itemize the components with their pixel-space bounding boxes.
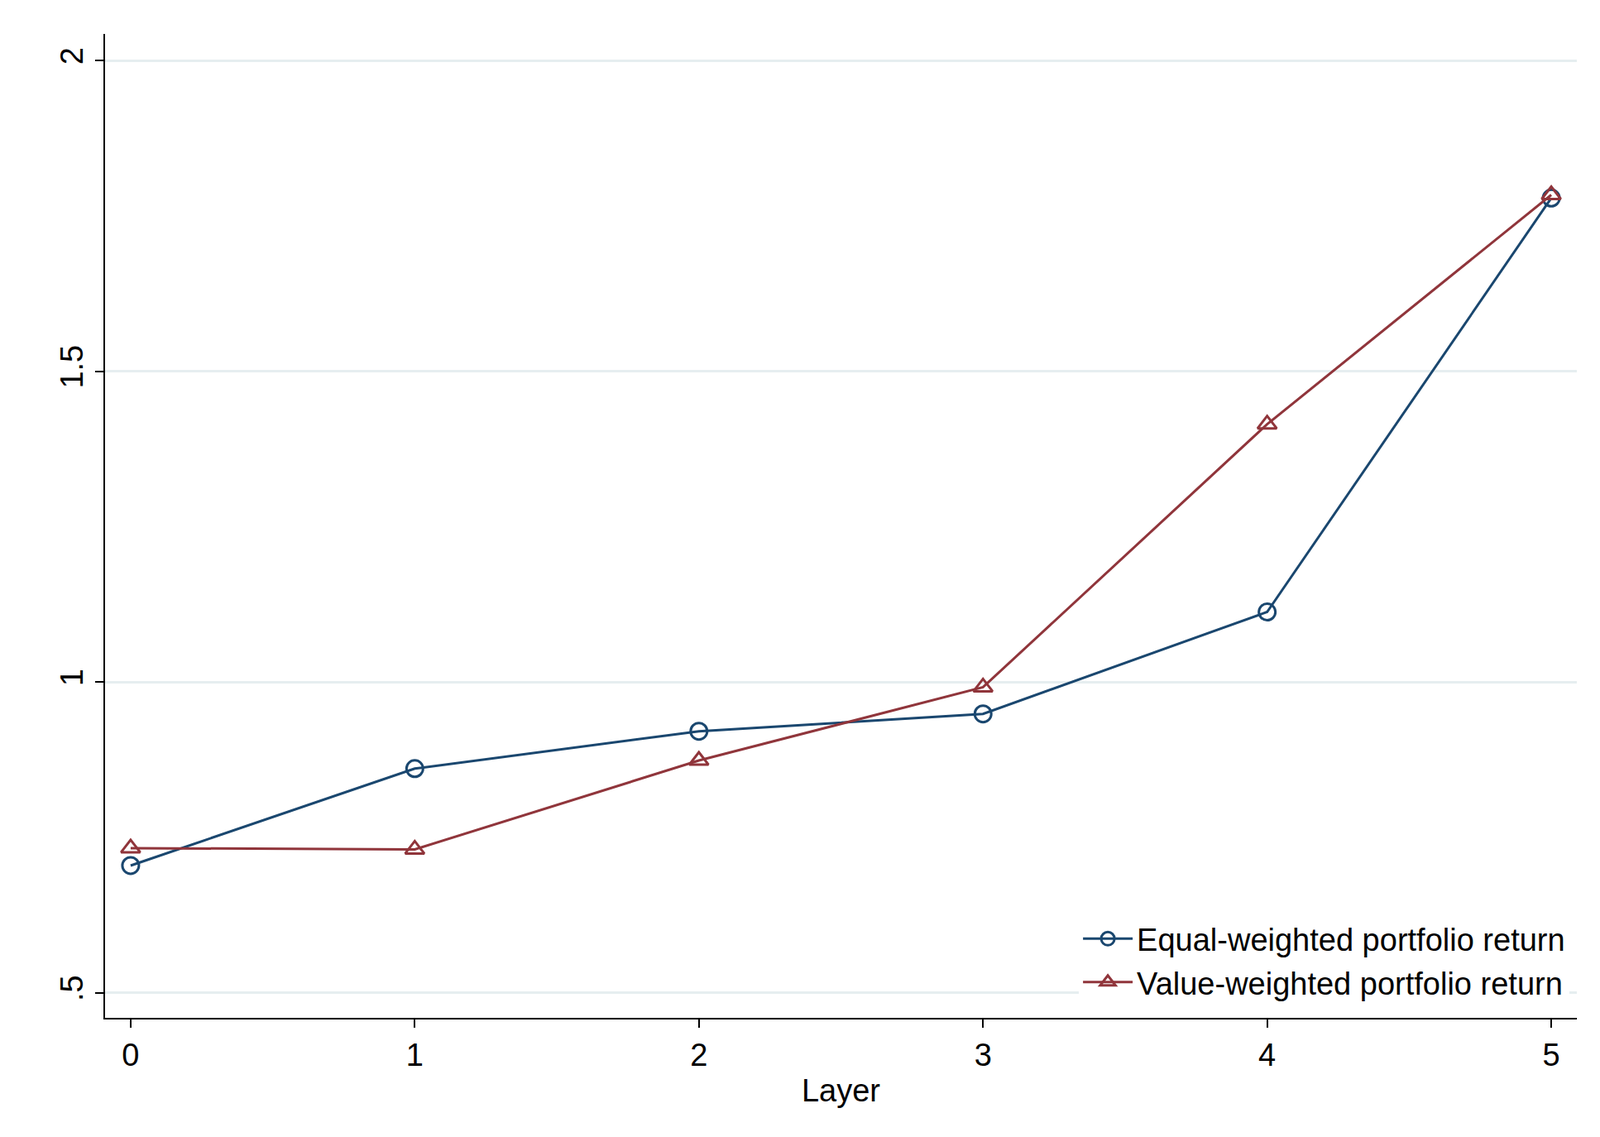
svg-text:Equal-weighted portfolio retur: Equal-weighted portfolio return <box>1136 922 1566 958</box>
svg-text:.5: .5 <box>54 974 90 1002</box>
svg-text:3: 3 <box>974 1037 992 1073</box>
svg-text:Layer: Layer <box>801 1073 881 1108</box>
svg-text:4: 4 <box>1258 1037 1276 1073</box>
svg-text:2: 2 <box>54 47 90 65</box>
svg-text:2: 2 <box>689 1037 708 1073</box>
svg-text:1: 1 <box>54 668 90 686</box>
svg-text:5: 5 <box>1542 1037 1561 1073</box>
svg-text:0: 0 <box>121 1037 139 1073</box>
svg-text:1: 1 <box>406 1037 424 1073</box>
svg-text:1.5: 1.5 <box>54 344 90 389</box>
svg-text:Value-weighted portfolio retur: Value-weighted portfolio return <box>1136 966 1563 1002</box>
